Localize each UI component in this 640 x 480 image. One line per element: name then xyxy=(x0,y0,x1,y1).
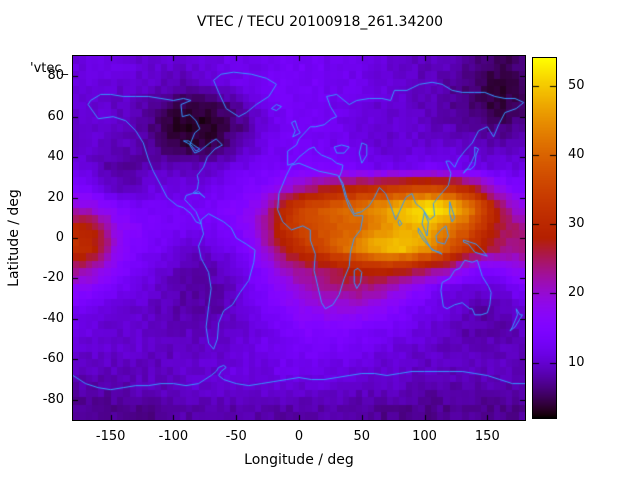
y-tick-label: 80 xyxy=(47,68,64,84)
colorbar-tick-label: 50 xyxy=(568,77,585,93)
x-tick-label: -50 xyxy=(225,429,247,444)
key-label: 'vtec_ xyxy=(30,61,69,76)
x-tick-label: -100 xyxy=(158,429,189,444)
colorbar-tick-label: 30 xyxy=(568,216,585,232)
x-tick-label: 50 xyxy=(353,429,371,444)
y-tick-label: 60 xyxy=(47,108,64,124)
x-tick-label: 150 xyxy=(474,429,500,444)
y-tick-label: 20 xyxy=(47,189,64,205)
x-tick-label: 100 xyxy=(412,429,437,444)
y-tick-label: -80 xyxy=(42,391,64,407)
tec-heatmap-canvas xyxy=(72,55,526,421)
x-tick-label: -150 xyxy=(95,429,126,444)
plot-title: VTEC / TECU 20100918_261.34200 xyxy=(196,14,444,30)
x-axis-label: Longitude / deg xyxy=(244,452,354,468)
y-tick-label: -40 xyxy=(42,310,64,326)
y-tick-label: 40 xyxy=(47,149,64,165)
x-tick-label: 0 xyxy=(294,429,304,444)
colorbar-canvas xyxy=(532,57,557,419)
colorbar-tick-label: 20 xyxy=(568,285,585,301)
colorbar-tick-label: 10 xyxy=(568,354,585,370)
colorbar-tick-label: 40 xyxy=(568,146,585,162)
y-tick-label: -60 xyxy=(42,351,64,367)
y-tick-label: -20 xyxy=(42,270,64,286)
y-tick-label: 0 xyxy=(55,230,64,245)
